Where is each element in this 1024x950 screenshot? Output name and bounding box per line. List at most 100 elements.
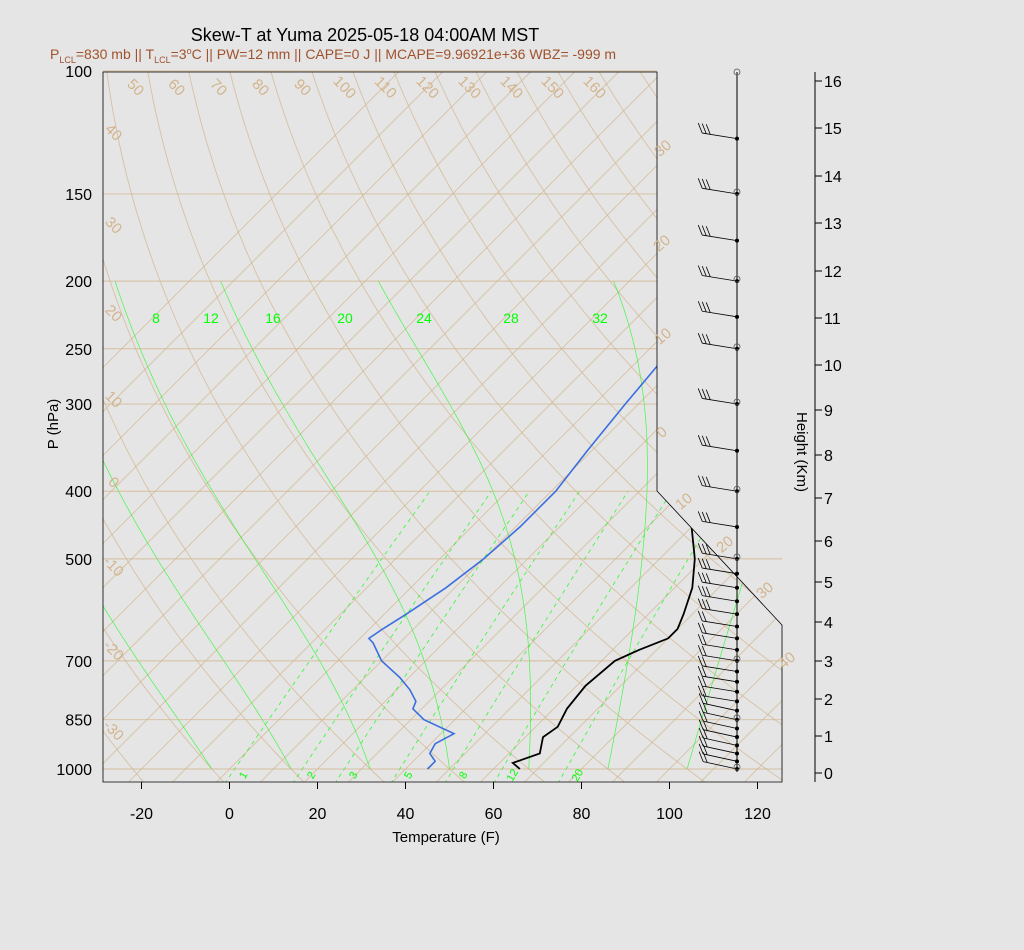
wind-barb-flag [701,634,707,646]
wind-barb-flag [705,436,711,447]
isotherm-line [103,72,592,782]
x-tick-label: 20 [309,806,327,823]
wind-barb-flag [701,686,707,697]
wind-barb-staff [702,485,738,492]
wind-barb-staff [702,595,738,602]
x-tick-label: 120 [744,806,771,823]
wind-barb-flag [702,728,708,739]
wind-level-circle [733,763,741,771]
mixing-ratio-label-top: 12 [203,310,219,326]
subtitle-rest: C || PW=12 mm || CAPE=0 J || MCAPE=9.969… [192,46,617,62]
isotherm-line [103,72,768,782]
wind-barb-flag [701,586,707,597]
height-tick-label: 5 [824,575,833,592]
wind-level-circle [733,343,741,351]
wind-barb-flag [697,572,703,583]
height-tick-label: 9 [824,403,833,420]
wind-barb-flag [697,557,703,569]
wind-barb-staff [702,608,738,615]
wind-barb-flag [697,265,703,276]
wind-barb-flag [701,599,707,610]
wind-barb-flag [705,512,711,523]
isotherm-line [861,55,1024,797]
wind-barb-flag [705,573,711,584]
y-axis-label: P (hPa) [45,399,62,450]
mixing-ratio-label-bottom: 5 [402,770,415,781]
mixing-ratio-label-top: 32 [592,310,608,326]
wind-level-circle [733,398,741,406]
dry-adiabat [832,56,1024,784]
wind-barb-flag [698,735,704,747]
dry-adiabat [387,72,782,782]
wind-barb-flag [701,656,707,667]
plot-frame [102,71,783,783]
dry-adiabat [103,72,387,782]
isotherm-line [200,72,782,782]
wind-barb-flag [698,719,704,730]
height-tick-label: 11 [824,311,841,328]
wind-barb-flag [705,179,711,190]
isotherm-line [420,72,782,782]
wind-barb-flag [697,585,703,596]
mixing-ratio-line [224,490,431,782]
wind-barb-flag [705,476,711,487]
moist-adiabat [607,280,648,770]
height-tick-label: 15 [824,121,842,138]
wind-barb-staff [702,132,738,140]
chart-subtitle: PLCL=830 mb || TLCL=3oC || PW=12 mm || C… [50,46,616,65]
isotherm-line [103,72,416,782]
moist-adiabat [114,280,371,770]
height-tick-label: 14 [824,169,842,186]
y-tick-label: 500 [65,552,92,569]
wind-barb-flag [701,645,707,657]
x-tick-label: -20 [130,806,153,823]
wind-barb-flag [697,122,703,134]
isotherm-line [464,72,782,782]
wind-barb-flag [705,302,711,313]
wind-barb-flag [701,476,707,487]
wind-barb-staff [702,398,738,405]
x-tick-label: 80 [573,806,591,823]
isotherm-line [640,72,782,782]
mixing-ratio-line [444,490,629,782]
plot-background [103,72,782,782]
wind-barb-staff [703,753,738,762]
wind-barb-staff [702,685,738,693]
isotherm-label-right: 10 [672,490,696,514]
wind-barb-flag [701,572,707,583]
wind-barb-flag [701,435,707,446]
wind-barb-flag [705,389,711,400]
wind-barb-staff [702,567,738,575]
wind-barb-flag [705,266,711,277]
mixing-ratio-label-top: 28 [503,310,519,326]
wind-level-circle [733,275,741,283]
wind-barb-flag [697,224,703,236]
mixing-ratio-line [292,490,492,782]
subtitle-t-lcl-val: =3 [171,46,187,62]
wind-barb-staff [702,187,738,195]
subtitle-p-lcl-sub: LCL [59,55,76,65]
x-tick-label: 60 [485,806,503,823]
wind-barb-flag [697,178,703,189]
wind-barb-flag [702,720,708,731]
wind-barb-flag [702,711,708,722]
frame-outline [102,71,783,783]
wind-barb-flag [705,586,711,598]
wind-barb-flag [697,543,703,554]
wind-barb-staff [703,702,738,712]
wind-barb-staff [702,665,738,672]
mixing-ratio-label-bottom: 3 [347,770,360,781]
wind-barb-flag [701,265,707,277]
wind-barb-flag [701,676,707,687]
isotherm-line [817,55,1024,797]
mixing-ratio-label-top: 16 [265,310,281,326]
wind-barb-flag [698,751,704,762]
height-tick-label: 13 [824,216,842,233]
height-tick-label: 6 [824,534,833,551]
dry-adiabat [265,72,782,782]
dry-adiabat [225,72,782,782]
subtitle-p-lcl-val: =830 mb || T [76,46,155,62]
wind-barb-staff [702,310,738,318]
height-tick-label: 8 [824,448,833,465]
